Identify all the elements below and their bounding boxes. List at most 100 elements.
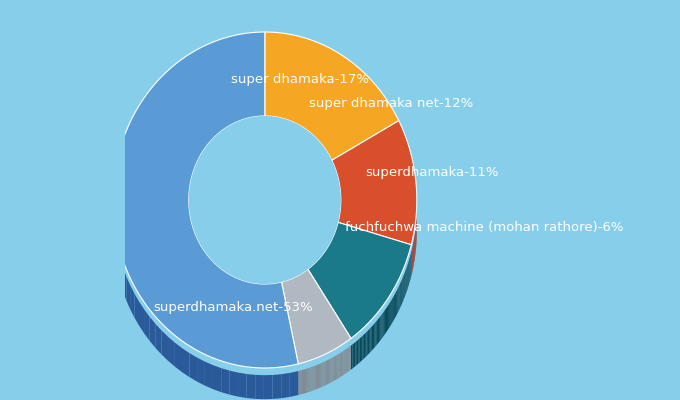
Polygon shape [361,336,362,361]
Polygon shape [327,360,328,384]
Polygon shape [354,342,356,367]
Polygon shape [356,341,357,366]
Polygon shape [302,370,303,394]
Polygon shape [197,358,205,386]
Polygon shape [393,296,394,321]
Polygon shape [303,370,304,394]
Polygon shape [321,363,322,387]
Polygon shape [221,368,230,395]
Polygon shape [309,367,311,392]
Polygon shape [347,347,349,372]
Polygon shape [364,333,365,359]
Polygon shape [385,309,386,334]
Polygon shape [130,285,135,317]
Polygon shape [314,366,316,390]
Polygon shape [324,361,325,386]
Polygon shape [150,317,155,348]
Polygon shape [317,364,318,389]
Polygon shape [402,278,403,304]
Polygon shape [338,354,339,379]
Polygon shape [388,304,389,330]
Polygon shape [374,322,375,348]
Polygon shape [182,348,190,377]
Polygon shape [312,272,313,297]
Polygon shape [349,347,350,371]
Polygon shape [282,269,351,364]
Polygon shape [358,338,360,364]
Polygon shape [126,276,130,309]
Polygon shape [307,368,308,393]
Polygon shape [371,326,372,352]
Polygon shape [155,324,162,354]
Polygon shape [332,121,417,245]
Polygon shape [238,372,247,398]
Polygon shape [210,266,213,293]
Polygon shape [373,324,374,349]
Polygon shape [395,292,396,318]
Polygon shape [123,268,126,300]
Polygon shape [269,291,273,315]
Polygon shape [326,360,327,385]
Polygon shape [320,363,321,388]
Polygon shape [337,355,338,379]
Polygon shape [343,350,344,375]
Polygon shape [335,356,336,380]
Polygon shape [375,321,377,346]
Polygon shape [114,230,116,264]
Polygon shape [384,310,385,336]
Polygon shape [401,280,402,306]
Polygon shape [404,273,405,298]
Polygon shape [239,286,243,312]
Polygon shape [144,309,150,341]
Polygon shape [247,374,255,399]
Polygon shape [305,369,306,393]
Polygon shape [207,262,210,290]
Polygon shape [362,335,364,360]
Polygon shape [231,282,235,308]
Polygon shape [243,288,248,313]
Polygon shape [377,319,378,345]
Polygon shape [308,222,411,338]
Polygon shape [213,365,221,392]
Polygon shape [190,224,191,252]
Polygon shape [381,313,383,339]
Polygon shape [378,318,379,343]
Polygon shape [162,330,168,361]
Polygon shape [340,352,341,377]
Polygon shape [330,358,332,383]
Polygon shape [380,315,381,340]
Polygon shape [191,228,192,257]
Polygon shape [346,348,347,373]
Polygon shape [379,316,380,342]
Polygon shape [202,254,205,282]
Polygon shape [367,331,368,356]
Polygon shape [197,246,199,274]
Polygon shape [345,349,346,374]
Polygon shape [118,249,120,282]
Polygon shape [391,299,392,324]
Polygon shape [190,353,197,382]
Polygon shape [365,332,367,357]
Polygon shape [168,337,175,367]
Polygon shape [396,290,397,316]
Polygon shape [350,346,351,370]
Polygon shape [394,294,395,320]
Polygon shape [369,328,371,353]
Polygon shape [398,285,399,311]
Text: super dhamaka net-12%: super dhamaka net-12% [309,98,473,110]
Polygon shape [403,274,404,300]
Polygon shape [282,373,290,398]
Polygon shape [319,364,320,388]
Polygon shape [265,291,269,315]
Polygon shape [199,250,202,278]
Polygon shape [308,276,309,300]
Polygon shape [116,240,118,273]
Polygon shape [265,32,398,160]
Polygon shape [304,369,305,394]
Text: superdhamaka.net-53%: superdhamaka.net-53% [153,302,312,314]
Polygon shape [372,325,373,350]
Polygon shape [227,280,231,306]
Polygon shape [383,312,384,337]
Polygon shape [328,360,329,384]
Polygon shape [213,269,216,296]
